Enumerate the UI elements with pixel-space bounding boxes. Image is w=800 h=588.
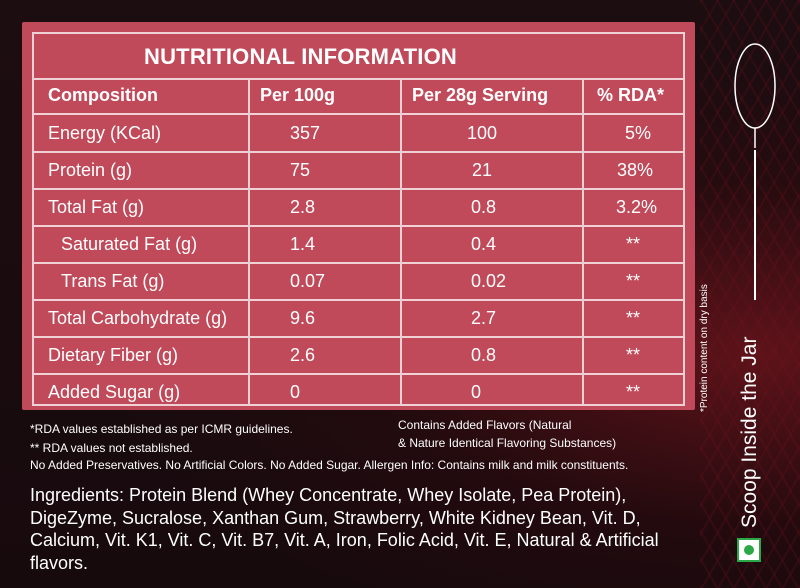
row-rda: ** (626, 234, 641, 254)
scoop-icon (734, 43, 776, 148)
grid-line (248, 78, 250, 406)
row-per-100g: 0.07 (290, 271, 326, 291)
grid-line (32, 225, 685, 227)
grid-line (32, 373, 685, 375)
ingredients-text: Ingredients: Protein Blend (Whey Concent… (30, 485, 659, 573)
grid-line (32, 78, 685, 80)
row-label: Trans Fat (g) (61, 271, 165, 291)
grid-line (32, 188, 685, 190)
row-per-100g: 9.6 (290, 308, 316, 328)
row-per-serving: 2.7 (471, 308, 497, 328)
row-rda: ** (626, 271, 641, 291)
scoop-line (754, 150, 756, 300)
row-rda: ** (626, 382, 641, 402)
row-label: Total Carbohydrate (g) (48, 308, 228, 328)
row-per-100g: 357 (290, 123, 321, 143)
row-rda: 5% (625, 123, 652, 143)
row-per-100g: 2.6 (290, 345, 316, 365)
row-rda: ** (626, 308, 641, 328)
grid-line (32, 299, 685, 301)
row-label: Dietary Fiber (g) (48, 345, 179, 365)
veg-mark-icon (737, 538, 761, 562)
grid-line (32, 113, 685, 115)
protein-basis-note: *Protein content on dry basis (699, 284, 710, 412)
rda-not-established-note: ** RDA values not established. (30, 441, 193, 455)
row-rda: ** (626, 345, 641, 365)
row-rda: 3.2% (616, 197, 658, 217)
row-per-serving: 0.8 (471, 345, 497, 365)
veg-dot (744, 545, 754, 555)
grid-line (32, 336, 685, 338)
grid-line (32, 262, 685, 264)
header-per-serving: Per 28g Serving (412, 85, 549, 105)
row-rda: 38% (617, 160, 654, 180)
table-title: NUTRITIONAL INFORMATION (144, 44, 457, 69)
row-label: Added Sugar (g) (48, 382, 181, 402)
row-per-serving: 0.02 (471, 271, 507, 291)
row-per-100g: 0 (290, 382, 301, 402)
grid-line (400, 78, 402, 406)
row-per-serving: 0 (471, 382, 482, 402)
header-composition: Composition (48, 85, 158, 105)
grid-line (582, 78, 584, 406)
row-per-100g: 75 (290, 160, 311, 180)
flavors-note-line1: Contains Added Flavors (Natural (398, 418, 572, 432)
row-label: Protein (g) (48, 160, 133, 180)
row-per-serving: 0.4 (471, 234, 497, 254)
background-pattern (700, 0, 800, 588)
header-rda: % RDA* (597, 85, 665, 105)
row-per-100g: 2.8 (290, 197, 316, 217)
row-per-100g: 1.4 (290, 234, 316, 254)
rda-established-note: *RDA values established as per ICMR guid… (30, 422, 293, 436)
nutrition-table-frame (32, 32, 685, 406)
scoop-inside-jar-text: Scoop Inside the Jar (738, 336, 761, 528)
flavors-note-line2: & Nature Identical Flavoring Substances) (398, 436, 617, 450)
row-per-serving: 100 (467, 123, 498, 143)
row-label: Saturated Fat (g) (61, 234, 198, 254)
allergen-note: No Added Preservatives. No Artificial Co… (30, 458, 629, 472)
grid-line (32, 151, 685, 153)
row-label: Energy (KCal) (48, 123, 162, 143)
row-label: Total Fat (g) (48, 197, 145, 217)
row-per-serving: 21 (472, 160, 493, 180)
row-per-serving: 0.8 (471, 197, 497, 217)
header-per-100g: Per 100g (260, 85, 336, 105)
